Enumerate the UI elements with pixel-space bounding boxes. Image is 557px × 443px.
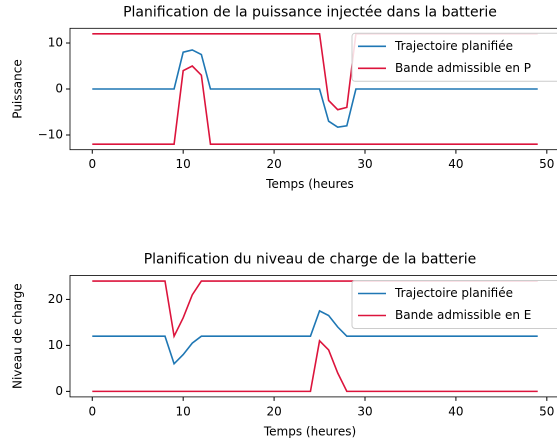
axes-frame	[69, 27, 557, 151]
legend-box	[351, 32, 557, 82]
subplot: Planification de la puissance injectée d…	[11, 4, 557, 191]
y-tick-label: 0	[55, 82, 63, 96]
series-line	[92, 339, 538, 393]
x-tick-label: 10	[176, 404, 191, 418]
x-axis-label: Temps (heures)	[263, 424, 356, 438]
series-line	[92, 309, 538, 366]
x-tick-label: 20	[266, 157, 281, 171]
y-tick-label: 10	[48, 36, 63, 50]
y-tick-label: −10	[38, 127, 63, 141]
x-tick-label: 0	[88, 404, 96, 418]
x-tick-label: 50	[539, 404, 554, 418]
legend-label: Trajectoire planifiée	[394, 39, 513, 53]
x-tick-label: 40	[448, 157, 463, 171]
x-tick-label: 0	[88, 157, 96, 171]
x-tick-label: 20	[266, 404, 281, 418]
y-tick-label: 0	[55, 384, 63, 398]
legend-label: Bande admissible en E	[395, 308, 531, 322]
chart-title: Planification du niveau de charge de la …	[144, 252, 477, 268]
subplot: Planification du niveau de charge de la …	[11, 252, 557, 438]
series-line	[92, 65, 538, 145]
x-tick-label: 10	[176, 157, 191, 171]
legend-label: Bande admissible en P	[395, 61, 531, 75]
x-tick-label: 50	[539, 157, 554, 171]
chart-title: Planification de la puissance injectée d…	[123, 4, 497, 20]
x-axis-label: Temps (heures	[265, 177, 354, 191]
legend-label: Trajectoire planifiée	[394, 286, 513, 300]
legend-box	[351, 280, 557, 329]
x-tick-label: 30	[357, 404, 372, 418]
x-tick-label: 40	[448, 404, 463, 418]
x-tick-label: 30	[357, 157, 372, 171]
y-axis-label: Puissance	[11, 59, 25, 118]
y-axis-label: Niveau de charge	[11, 283, 25, 389]
y-tick-label: 20	[48, 292, 63, 306]
axes-frame	[69, 275, 557, 398]
series-line	[92, 49, 538, 129]
y-tick-label: 10	[48, 338, 63, 352]
